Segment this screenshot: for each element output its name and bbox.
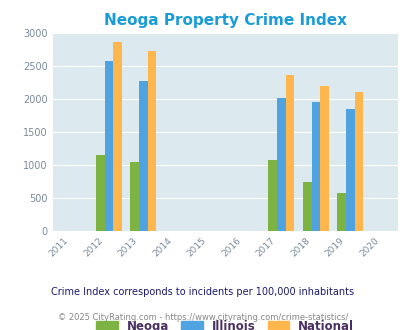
Bar: [285, 75, 294, 231]
Bar: [139, 81, 147, 231]
Bar: [337, 193, 345, 231]
Legend: Neoga, Illinois, National: Neoga, Illinois, National: [96, 320, 354, 330]
Bar: [147, 51, 156, 231]
Bar: [311, 102, 320, 231]
Bar: [96, 155, 104, 231]
Title: Neoga Property Crime Index: Neoga Property Crime Index: [104, 13, 346, 28]
Text: © 2025 CityRating.com - https://www.cityrating.com/crime-statistics/: © 2025 CityRating.com - https://www.city…: [58, 313, 347, 322]
Bar: [113, 42, 121, 231]
Bar: [354, 92, 362, 231]
Bar: [277, 98, 285, 231]
Bar: [268, 160, 277, 231]
Bar: [302, 182, 311, 231]
Bar: [130, 162, 139, 231]
Bar: [320, 86, 328, 231]
Bar: [104, 61, 113, 231]
Text: Crime Index corresponds to incidents per 100,000 inhabitants: Crime Index corresponds to incidents per…: [51, 287, 354, 297]
Bar: [345, 109, 354, 231]
